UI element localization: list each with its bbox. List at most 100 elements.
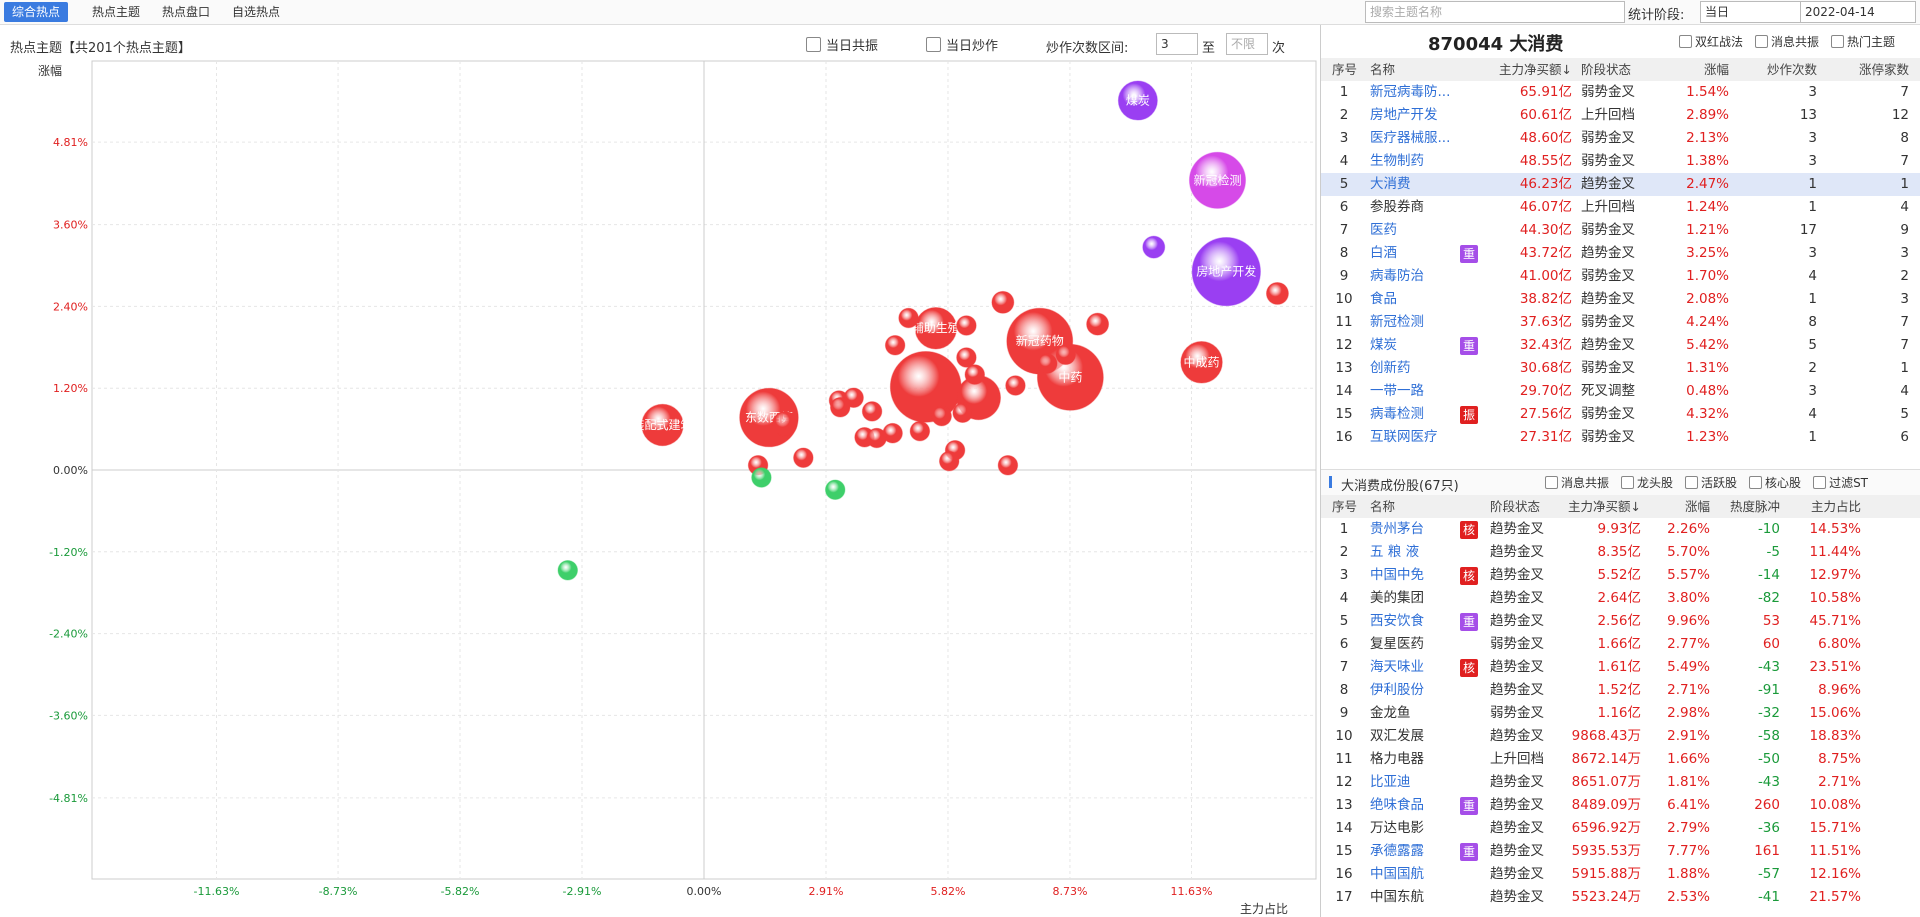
bubble[interactable] xyxy=(861,401,883,422)
bubble[interactable] xyxy=(956,315,977,336)
bubble[interactable] xyxy=(909,420,931,442)
bubble[interactable] xyxy=(952,402,973,423)
filter[interactable]: 龙头股 xyxy=(1621,476,1673,490)
filter[interactable]: 当日炒作 xyxy=(926,35,998,54)
column-header[interactable]: 主力净买额↓ xyxy=(1568,499,1641,514)
period-select[interactable]: 当日 xyxy=(1700,1,1802,23)
bubble[interactable] xyxy=(1117,80,1158,121)
bubble[interactable] xyxy=(866,427,887,449)
table-row[interactable]: 2 五 粮 液 趋势金叉 8.35亿 5.70% -5 11.44% xyxy=(1321,541,1920,564)
table-row[interactable]: 12 比亚迪 趋势金叉 8651.07万 1.81% -43 2.71% xyxy=(1321,771,1920,794)
table-row[interactable]: 13 创新药 30.68亿 弱势金叉 1.31% 2 1 xyxy=(1321,357,1920,380)
table-row[interactable]: 5 西安饮食 趋势金叉 2.56亿 9.96% 53 45.71% 重 xyxy=(1321,610,1920,633)
table-row[interactable]: 9 病毒防治 41.00亿 弱势金叉 1.70% 4 2 xyxy=(1321,265,1920,288)
table-row[interactable]: 12 煤炭 32.43亿 趋势金叉 5.42% 5 7 重 xyxy=(1321,334,1920,357)
column-header[interactable]: 涨幅 xyxy=(1684,499,1710,514)
bubble[interactable] xyxy=(557,559,579,581)
bubble[interactable] xyxy=(793,447,814,468)
table-row[interactable]: 6 参股券商 46.07亿 上升回档 1.24% 1 4 xyxy=(1321,196,1920,219)
checkbox[interactable] xyxy=(1621,476,1635,489)
filter[interactable]: 核心股 xyxy=(1749,476,1801,490)
bubble[interactable] xyxy=(931,405,952,427)
bubble[interactable] xyxy=(1142,235,1166,259)
bubble[interactable] xyxy=(1188,151,1247,209)
column-header[interactable]: 序号 xyxy=(1332,62,1358,77)
column-header[interactable]: 阶段状态 xyxy=(1490,499,1541,514)
bubble[interactable] xyxy=(751,467,772,488)
bubble[interactable] xyxy=(914,306,958,350)
checkbox[interactable] xyxy=(1679,35,1692,48)
filter[interactable]: 消息共振 xyxy=(1545,476,1609,490)
date-input[interactable]: 2022-04-14 xyxy=(1800,1,1916,23)
column-header[interactable]: 主力占比 xyxy=(1810,499,1861,514)
table-row[interactable]: 8 白酒 43.72亿 趋势金叉 3.25% 3 3 重 xyxy=(1321,242,1920,265)
table-row[interactable]: 2 房地产开发 60.61亿 上升回档 2.89% 13 12 xyxy=(1321,104,1920,127)
bubble[interactable] xyxy=(772,410,798,437)
table-row[interactable]: 11 新冠检测 37.63亿 弱势金叉 4.24% 8 7 xyxy=(1321,311,1920,334)
table-row[interactable]: 3 中国中免 趋势金叉 5.52亿 5.57% -14 12.97% 核 xyxy=(1321,564,1920,587)
bubble[interactable] xyxy=(997,454,1019,476)
checkbox[interactable] xyxy=(1755,35,1769,48)
checkbox[interactable] xyxy=(1545,476,1558,489)
table-row[interactable]: 7 海天味业 趋势金叉 1.61亿 5.49% -43 23.51% 核 xyxy=(1321,656,1920,679)
table-row[interactable]: 13 绝味食品 趋势金叉 8489.09万 6.41% 260 10.08% 重 xyxy=(1321,794,1920,817)
search-box[interactable]: 搜索主题名称 xyxy=(1365,1,1625,23)
column-header[interactable]: 主力净买额↓ xyxy=(1499,62,1572,77)
filter[interactable]: 双红战法 xyxy=(1679,35,1743,49)
bubble[interactable] xyxy=(956,347,977,368)
table-row[interactable]: 9 金龙鱼 弱势金叉 1.16亿 2.98% -32 15.06% xyxy=(1321,702,1920,725)
table-row[interactable]: 10 双汇发展 趋势金叉 9868.43万 2.91% -58 18.83% xyxy=(1321,725,1920,748)
range-to[interactable]: 不限 xyxy=(1226,33,1268,55)
filter[interactable]: 过滤ST xyxy=(1813,476,1868,490)
bubble[interactable] xyxy=(1055,344,1077,366)
bubble[interactable] xyxy=(1265,281,1289,305)
table-row[interactable]: 16 互联网医疗 27.31亿 弱势金叉 1.23% 1 6 xyxy=(1321,426,1920,449)
table-row[interactable]: 8 伊利股份 趋势金叉 1.52亿 2.71% -91 8.96% xyxy=(1321,679,1920,702)
table-row[interactable]: 14 一带一路 29.70亿 死叉调整 0.48% 3 4 xyxy=(1321,380,1920,403)
tab[interactable]: 综合热点 xyxy=(4,2,69,22)
filter[interactable]: 消息共振 xyxy=(1755,35,1819,49)
range-from[interactable]: 3 xyxy=(1156,33,1198,55)
column-header[interactable]: 炒作次数 xyxy=(1766,62,1817,77)
table-row[interactable]: 17 中国东航 趋势金叉 5523.24万 2.53% -41 21.57% xyxy=(1321,886,1920,909)
table-row[interactable]: 15 病毒检测 27.56亿 弱势金叉 4.32% 4 5 振 xyxy=(1321,403,1920,426)
filter[interactable]: 当日共振 xyxy=(806,35,878,54)
table-row[interactable]: 3 医疗器械服... 48.60亿 弱势金叉 2.13% 3 8 xyxy=(1321,127,1920,150)
bubble[interactable] xyxy=(1005,375,1026,396)
table-row[interactable]: 16 中国国航 趋势金叉 5915.88万 1.88% -57 12.16% xyxy=(1321,863,1920,886)
table-row[interactable]: 11 格力电器 上升回档 8672.14万 1.66% -50 8.75% xyxy=(1321,748,1920,771)
tab[interactable]: 自选热点 xyxy=(232,5,281,19)
checkbox[interactable] xyxy=(1749,476,1763,489)
bubble[interactable] xyxy=(641,403,684,447)
bubble[interactable] xyxy=(991,290,1015,314)
bubble[interactable] xyxy=(824,479,846,501)
bubble[interactable] xyxy=(1037,353,1058,374)
checkbox[interactable] xyxy=(1685,476,1699,489)
checkbox[interactable] xyxy=(1831,35,1845,48)
column-header[interactable]: 名称 xyxy=(1370,62,1396,77)
table-row[interactable]: 5 大消费 46.23亿 趋势金叉 2.47% 1 1 xyxy=(1321,173,1920,196)
table-row[interactable]: 10 食品 38.82亿 趋势金叉 2.08% 1 3 xyxy=(1321,288,1920,311)
filter[interactable]: 活跃股 xyxy=(1685,476,1737,490)
bubble[interactable] xyxy=(964,364,986,385)
table-row[interactable]: 7 医药 44.30亿 弱势金叉 1.21% 17 9 xyxy=(1321,219,1920,242)
table-row[interactable]: 15 承德露露 趋势金叉 5935.53万 7.77% 161 11.51% 重 xyxy=(1321,840,1920,863)
bubble[interactable] xyxy=(1191,236,1261,307)
table-row[interactable]: 14 万达电影 趋势金叉 6596.92万 2.79% -36 15.71% xyxy=(1321,817,1920,840)
table-row[interactable]: 1 贵州茅台 趋势金叉 9.93亿 2.26% -10 14.53% 核 xyxy=(1321,518,1920,541)
bubble[interactable] xyxy=(829,397,851,418)
table-row[interactable]: 4 美的集团 趋势金叉 2.64亿 3.80% -82 10.58% xyxy=(1321,587,1920,610)
checkbox[interactable] xyxy=(1813,476,1827,489)
bubble[interactable] xyxy=(938,450,960,472)
tab[interactable]: 热点主题 xyxy=(92,5,141,19)
filter[interactable]: 热门主题 xyxy=(1831,35,1895,49)
tab[interactable]: 热点盘口 xyxy=(162,5,211,19)
bubble[interactable] xyxy=(898,307,919,329)
column-header[interactable]: 热度脉冲 xyxy=(1729,499,1780,514)
table-row[interactable]: 4 生物制药 48.55亿 弱势金叉 1.38% 3 7 xyxy=(1321,150,1920,173)
column-header[interactable]: 涨停家数 xyxy=(1858,62,1909,77)
column-header[interactable]: 阶段状态 xyxy=(1581,62,1632,77)
bubble[interactable] xyxy=(1086,312,1110,336)
column-header[interactable]: 涨幅 xyxy=(1703,62,1729,77)
table-row[interactable]: 1 新冠病毒防... 65.91亿 弱势金叉 1.54% 3 7 xyxy=(1321,81,1920,104)
